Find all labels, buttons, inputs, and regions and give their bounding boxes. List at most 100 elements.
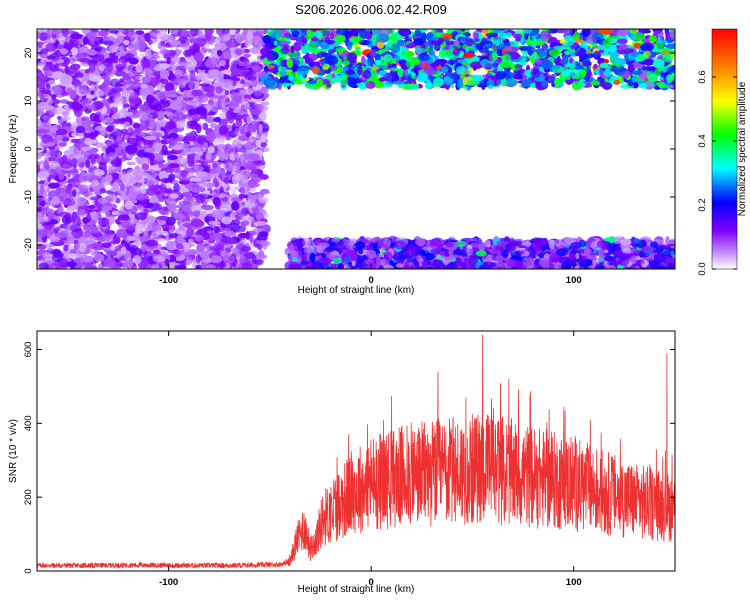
- heatmap-cell: [200, 250, 211, 260]
- heatmap-cell: [240, 155, 245, 163]
- heatmap-cell: [126, 161, 136, 166]
- heatmap-cell: [173, 214, 185, 220]
- heatmap-cell: [229, 29, 236, 36]
- heatmap-cell: [224, 247, 232, 253]
- heatmap-cell: [167, 249, 177, 254]
- heatmap-cell: [119, 45, 125, 54]
- heatmap-cell: [231, 67, 240, 75]
- heatmap-cell: [211, 55, 217, 65]
- heatmap-cell: [217, 98, 222, 109]
- heatmap-cell: [124, 103, 130, 108]
- heatmap-cell: [200, 204, 214, 211]
- heatmap-cell: [139, 52, 149, 57]
- heatmap-cell: [212, 196, 221, 206]
- heatmap-cell: [152, 179, 158, 186]
- heatmap-cell: [192, 38, 204, 45]
- heatmap-cell: [183, 211, 195, 218]
- heatmap-cell: [158, 162, 165, 169]
- heatmap-cell: [89, 112, 98, 122]
- heatmap-cell: [152, 249, 161, 255]
- heatmap-cell: [182, 137, 187, 143]
- heatmap-cell: [243, 53, 251, 58]
- heatmap-cell: [120, 194, 128, 201]
- heatmap-cell: [80, 162, 85, 168]
- figure-title: S206.2026.006.02.42.R09: [295, 2, 447, 17]
- heatmap-cell: [103, 258, 116, 268]
- heatmap-cell: [247, 67, 253, 74]
- heatmap-cell: [255, 105, 262, 110]
- heatmap-cell: [51, 29, 62, 35]
- heatmap-cell: [222, 50, 232, 59]
- heatmap-cell: [233, 169, 243, 175]
- heatmap-cell: [58, 264, 69, 269]
- heatmap-cell: [156, 31, 169, 42]
- heatmap-cell: [180, 39, 186, 44]
- heatmap-cell: [58, 59, 64, 64]
- heatmap-cell: [176, 230, 185, 235]
- heatmap-cell: [144, 135, 157, 141]
- heatmap-cell: [141, 245, 146, 253]
- heatmap-cell: [226, 237, 237, 245]
- heatmap-cell: [80, 146, 93, 151]
- heatmap-cell: [63, 244, 69, 252]
- heatmap-cell: [260, 174, 269, 180]
- heatmap-cell: [84, 152, 90, 159]
- heatmap-cell: [45, 39, 57, 44]
- heatmap-cell: [208, 99, 214, 106]
- heatmap-cell: [81, 149, 86, 156]
- heatmap-cell: [212, 162, 218, 169]
- heatmap-cell: [218, 125, 229, 135]
- heatmap-cell: [111, 58, 119, 64]
- heatmap-cell: [173, 183, 181, 193]
- heatmap-cell: [37, 164, 40, 171]
- heatmap-cell: [122, 84, 130, 89]
- heatmap-cell: [192, 43, 201, 53]
- heatmap-cell: [64, 66, 77, 75]
- heatmap-cell: [89, 164, 95, 169]
- heatmap-cell: [145, 239, 159, 247]
- heatmap-cell: [217, 166, 222, 175]
- heatmap-cell: [108, 214, 116, 225]
- heatmap-cell: [168, 228, 175, 234]
- heatmap-cell: [46, 82, 51, 90]
- heatmap-cell: [237, 110, 246, 116]
- heatmap-cell: [45, 141, 55, 147]
- heatmap-cell: [104, 117, 114, 124]
- heatmap-cell: [225, 109, 235, 120]
- heatmap-cell: [109, 78, 121, 88]
- heatmap-cell: [191, 89, 204, 97]
- heatmap-cell: [43, 222, 52, 226]
- heatmap-cell: [188, 238, 194, 244]
- heatmap-cell: [184, 256, 193, 266]
- heatmap-cell: [190, 205, 202, 212]
- heatmap-cell: [194, 114, 201, 121]
- heatmap-cell: [103, 230, 113, 237]
- heatmap-cell: [86, 214, 92, 223]
- heatmap-cell: [37, 170, 50, 180]
- heatmap-cell: [169, 193, 179, 199]
- heatmap-cell: [185, 132, 196, 138]
- heatmap-cell: [168, 29, 179, 35]
- heatmap-cell: [82, 36, 89, 45]
- heatmap-cell: [239, 90, 247, 94]
- heatmap-cell: [177, 238, 186, 243]
- heatmap-cell: [167, 66, 177, 71]
- heatmap-cell: [72, 80, 83, 87]
- heatmap-cell: [37, 129, 50, 134]
- heatmap-cell: [127, 127, 134, 131]
- heatmap-cell: [58, 172, 65, 181]
- heatmap-cell: [258, 231, 269, 238]
- heatmap-cell: [141, 76, 151, 84]
- heatmap-cell: [168, 173, 176, 182]
- heatmap-cell: [139, 83, 148, 89]
- heatmap-cell: [235, 140, 243, 149]
- heatmap-cell: [250, 62, 258, 66]
- heatmap-cell: [123, 225, 136, 231]
- heatmap-cell: [46, 209, 55, 218]
- heatmap-cell: [208, 69, 214, 76]
- heatmap-cell: [105, 36, 115, 42]
- heatmap-cell: [132, 122, 141, 129]
- heatmap-cells: [37, 29, 675, 269]
- heatmap-cell: [251, 65, 261, 71]
